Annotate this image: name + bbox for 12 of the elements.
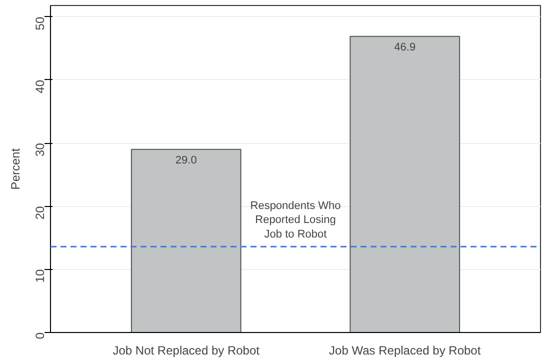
y-tick-label: 0 xyxy=(33,332,47,340)
y-tick-label: 50 xyxy=(33,16,47,30)
y-tick-label: 20 xyxy=(33,206,47,220)
ref-line-label: Respondents Who Reported Losing Job to Robot xyxy=(250,200,341,241)
y-tick-label: 30 xyxy=(33,142,47,156)
data-label: 29.0 xyxy=(175,154,197,166)
x-tick-label: Job Was Replaced by Robot xyxy=(329,344,482,358)
data-label: 46.9 xyxy=(394,41,416,54)
x-tick-label: Job Not Replaced by Robot xyxy=(112,344,260,358)
y-axis-title: Percent xyxy=(8,148,22,190)
y-tick-label: 40 xyxy=(33,80,47,94)
y-tick-label: 10 xyxy=(33,269,47,283)
